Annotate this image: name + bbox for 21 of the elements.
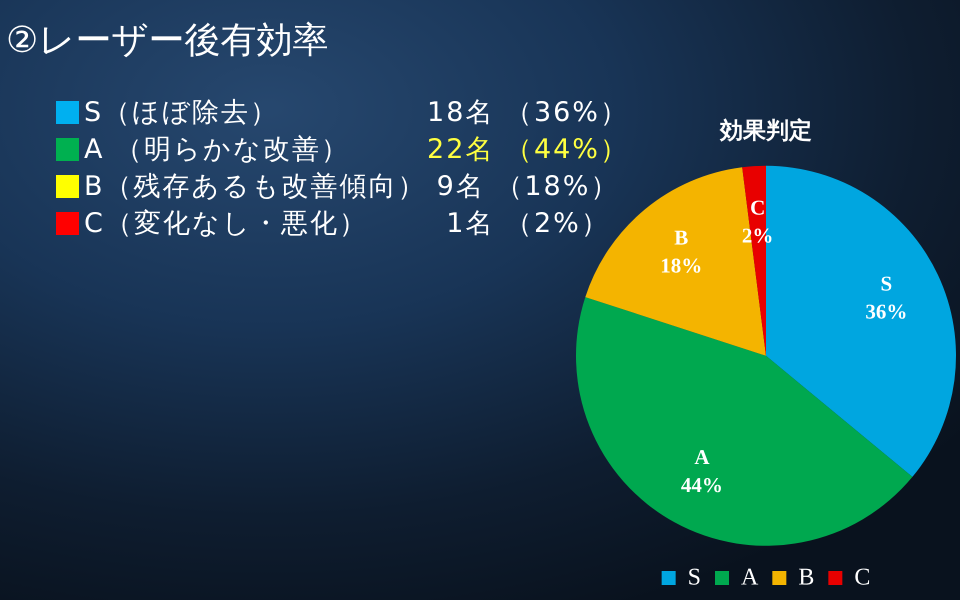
- slice-label: B: [674, 226, 688, 250]
- data-label: 36%: [865, 300, 908, 324]
- text: 1名 （2%）: [445, 207, 611, 241]
- text: 9名 （18%）: [436, 171, 620, 202]
- text: B（残存あるも改善傾向）: [84, 170, 427, 204]
- legend-label: S: [688, 564, 702, 590]
- legend-label: B: [798, 564, 814, 590]
- text: 18名 （36%）: [426, 96, 630, 130]
- text: C（変化なし・悪化）: [84, 207, 368, 241]
- chart-subtitle: 効果判定: [719, 116, 812, 144]
- text: S（ほぼ除去）: [84, 96, 280, 130]
- text: 22名 （44%）: [426, 133, 630, 167]
- slice-label: A: [694, 444, 710, 469]
- data-label: 44%: [680, 472, 723, 497]
- legend-label: C: [854, 564, 870, 590]
- data-label: 18%: [660, 254, 702, 278]
- slice-label: C: [750, 195, 766, 220]
- slice-label: S: [880, 272, 892, 296]
- text: A （明らかな改善）: [84, 133, 350, 167]
- legend-label: A: [741, 564, 759, 590]
- text: ②レーザー後有効率: [6, 19, 328, 63]
